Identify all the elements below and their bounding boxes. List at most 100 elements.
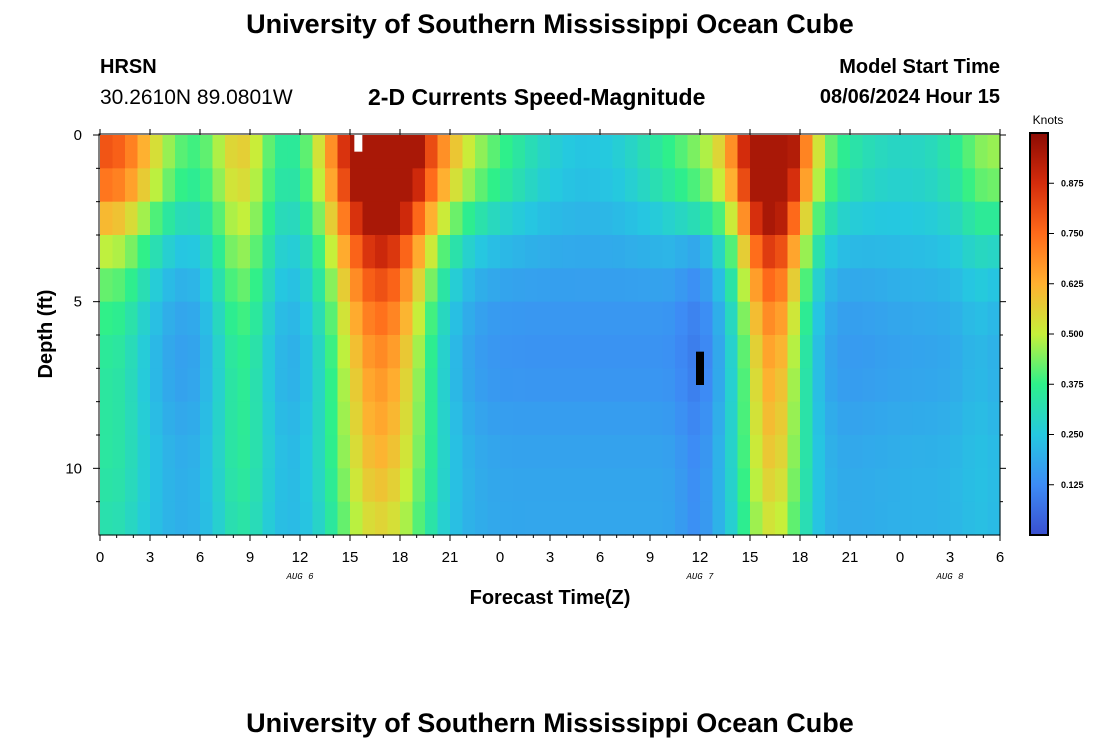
heatmap-cell — [187, 435, 201, 469]
heatmap-cell — [650, 268, 664, 303]
heatmap-cell — [487, 501, 501, 536]
heatmap-cell — [400, 135, 414, 169]
heatmap-cell — [225, 168, 239, 203]
heatmap-cell — [762, 135, 776, 169]
heatmap-cell — [150, 301, 164, 336]
heatmap-cell — [737, 235, 751, 269]
heatmap-cell — [325, 301, 339, 336]
heatmap-cell — [175, 368, 189, 403]
heatmap-cell — [625, 135, 639, 169]
heatmap-cell — [975, 468, 989, 503]
heatmap-cell — [337, 135, 351, 169]
heatmap-cell — [150, 468, 164, 503]
heatmap-cell — [625, 235, 639, 269]
heatmap-cell — [287, 401, 301, 436]
heatmap-cell — [287, 335, 301, 369]
heatmap-cell — [712, 435, 726, 469]
heatmap-cell — [800, 301, 814, 336]
heatmap-cell — [387, 301, 401, 336]
heatmap-cell — [100, 401, 114, 436]
heatmap-cell — [612, 335, 626, 369]
heatmap-cell — [175, 435, 189, 469]
heatmap-cell — [462, 468, 476, 503]
heatmap-cell — [575, 168, 589, 203]
heatmap-cell — [612, 135, 626, 169]
heatmap-cell — [687, 268, 701, 303]
heatmap-cell — [937, 168, 951, 203]
heatmap-cell — [925, 368, 939, 403]
heatmap-cell — [412, 168, 426, 203]
heatmap-cell — [975, 335, 989, 369]
heatmap-cell — [550, 168, 564, 203]
heatmap-cell — [762, 168, 776, 203]
heatmap-cell — [112, 268, 126, 303]
heatmap-cell — [712, 301, 726, 336]
heatmap-cell — [137, 201, 151, 236]
heatmap-cell — [862, 301, 876, 336]
heatmap-cell — [962, 135, 976, 169]
heatmap-cell — [687, 501, 701, 536]
heatmap-cell — [100, 501, 114, 536]
heatmap-cell — [825, 468, 839, 503]
heatmap-cell — [425, 201, 439, 236]
heatmap-cell — [962, 168, 976, 203]
heatmap-cell — [775, 235, 789, 269]
heatmap-cell — [950, 268, 964, 303]
x-tick-label: 18 — [392, 549, 409, 566]
heatmap-cell — [900, 168, 914, 203]
heatmap-cell — [112, 401, 126, 436]
heatmap-cell — [850, 135, 864, 169]
heatmap-cell — [875, 268, 889, 303]
heatmap-cell — [462, 435, 476, 469]
heatmap-cell — [362, 401, 376, 436]
heatmap-cell — [137, 301, 151, 336]
heatmap-cell — [775, 201, 789, 236]
heatmap-cell — [475, 435, 489, 469]
station-coordinates: 30.2610N 89.0801W — [100, 86, 293, 109]
colorbar-ticks: 0.125 0.250 0.375 0.500 0.625 0.750 0.875 — [1048, 178, 1084, 490]
heatmap-cell — [625, 268, 639, 303]
heatmap-cell — [737, 168, 751, 203]
heatmap-cell — [237, 168, 251, 203]
heatmap-cell — [175, 235, 189, 269]
heatmap-cell — [412, 301, 426, 336]
heatmap-cell — [337, 268, 351, 303]
heatmap-cell — [500, 168, 514, 203]
heatmap-cell — [250, 201, 264, 236]
heatmap-cell — [500, 501, 514, 536]
heatmap-cell — [450, 468, 464, 503]
heatmap-cell — [175, 501, 189, 536]
heatmap-cell — [850, 435, 864, 469]
heatmap-cell — [375, 435, 389, 469]
heatmap-cell — [500, 335, 514, 369]
heatmap-cell — [600, 201, 614, 236]
heatmap-cell — [137, 501, 151, 536]
heatmap-cell — [875, 135, 889, 169]
heatmap-cell — [537, 435, 551, 469]
heatmap-cell — [912, 168, 926, 203]
heatmap-cell — [912, 501, 926, 536]
heatmap-cell — [100, 201, 114, 236]
heatmap-cell — [675, 268, 689, 303]
heatmap-cell — [712, 335, 726, 369]
heatmap-cell — [800, 135, 814, 169]
heatmap-cell — [262, 168, 276, 203]
heatmap-cell — [350, 435, 364, 469]
heatmap-cell — [312, 368, 326, 403]
heatmap-cell — [187, 401, 201, 436]
heatmap-cell — [500, 235, 514, 269]
heatmap-cell — [462, 268, 476, 303]
heatmap-cell — [162, 401, 176, 436]
heatmap-cell — [375, 235, 389, 269]
heatmap-cell — [462, 168, 476, 203]
heatmap-cell — [225, 235, 239, 269]
heatmap-cell — [937, 235, 951, 269]
heatmap-cell — [537, 501, 551, 536]
heatmap-cell — [675, 235, 689, 269]
heatmap-cell — [662, 368, 676, 403]
heatmap-cell — [150, 368, 164, 403]
heatmap-cell — [200, 335, 214, 369]
heatmap-cell — [612, 501, 626, 536]
colorbar-tick-label: 0.375 — [1061, 379, 1084, 389]
heatmap-cell — [437, 368, 451, 403]
